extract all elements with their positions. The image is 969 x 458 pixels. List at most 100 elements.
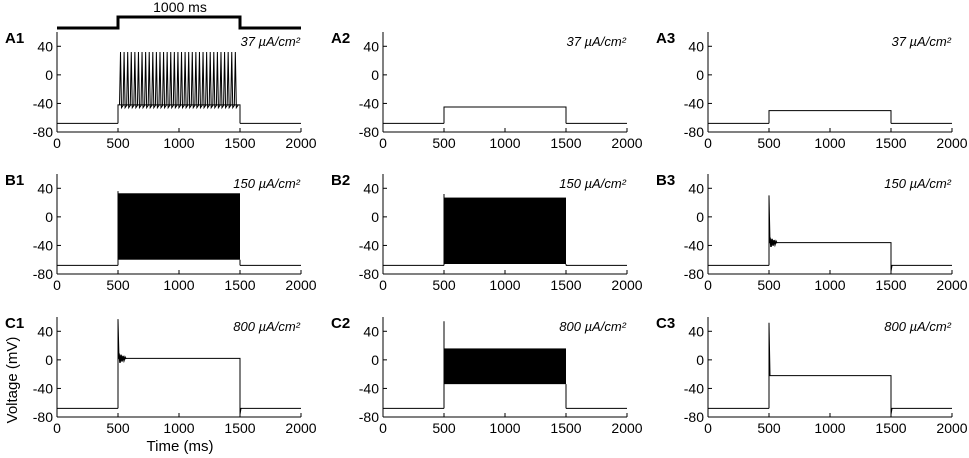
y-tick-label: -40 — [33, 380, 53, 396]
action-potential — [122, 51, 128, 110]
y-tick-label: 40 — [688, 180, 704, 196]
action-potential — [169, 51, 175, 110]
x-tick-label: 1500 — [550, 420, 581, 436]
panel-label: A1 — [5, 30, 24, 47]
panel-label: A3 — [656, 30, 675, 47]
y-tick-label: 0 — [696, 67, 704, 83]
panel-label: C3 — [656, 315, 675, 332]
action-potential — [233, 51, 239, 110]
x-tick-label: 2000 — [936, 135, 967, 151]
x-tick-label: 1500 — [550, 135, 581, 151]
x-axis-label: Time (ms) — [147, 438, 214, 455]
x-tick-label: 2000 — [936, 420, 967, 436]
x-tick-label: 1000 — [489, 277, 520, 293]
action-potential — [140, 51, 146, 110]
panel-label: B3 — [656, 172, 675, 189]
x-tick-label: 0 — [379, 277, 387, 293]
membrane-trace — [768, 110, 892, 124]
y-tick-label: 0 — [371, 67, 379, 83]
x-tick-label: 2000 — [285, 135, 316, 151]
y-tick-label: 40 — [37, 38, 53, 54]
stimulus-indicator: 1000 ms — [57, 0, 301, 30]
action-potential — [176, 51, 182, 110]
action-potential — [197, 51, 203, 110]
x-tick-label: 0 — [704, 277, 712, 293]
x-tick-label: 1500 — [224, 277, 255, 293]
y-tick-label: 40 — [363, 38, 379, 54]
x-tick-label: 500 — [432, 277, 456, 293]
y-tick-label: -40 — [359, 237, 379, 253]
current-density-label: 150 µA/cm² — [233, 176, 300, 191]
y-tick-label: -40 — [33, 237, 53, 253]
action-potential — [180, 51, 185, 110]
current-density-label: 37 µA/cm² — [566, 34, 626, 49]
onset-ringing — [769, 237, 778, 248]
x-tick-label: 1000 — [489, 135, 520, 151]
x-tick-label: 500 — [757, 420, 781, 436]
stimulus-duration-label: 1000 ms — [153, 0, 207, 15]
x-tick-label: 0 — [379, 420, 387, 436]
x-tick-label: 0 — [53, 420, 61, 436]
spike-train-band — [118, 193, 240, 260]
y-tick-label: -80 — [684, 409, 704, 425]
action-potential — [201, 51, 207, 110]
y-tick-label: 0 — [696, 352, 704, 368]
action-potential — [219, 51, 225, 110]
x-tick-label: 500 — [757, 135, 781, 151]
x-tick-label: 2000 — [285, 420, 316, 436]
stimulus-protocol-line — [57, 15, 301, 30]
action-potential — [212, 51, 218, 110]
current-density-label: 800 µA/cm² — [884, 319, 951, 334]
y-tick-label: 0 — [371, 209, 379, 225]
action-potential — [147, 51, 153, 110]
panel-label: B2 — [331, 172, 350, 189]
spike-train-band — [444, 348, 566, 385]
x-tick-label: 2000 — [936, 277, 967, 293]
action-potential — [158, 51, 164, 110]
action-potential — [190, 51, 196, 110]
x-tick-label: 1500 — [550, 277, 581, 293]
current-density-label: 37 µA/cm² — [891, 34, 951, 49]
x-tick-label: 2000 — [611, 135, 642, 151]
x-tick-label: 1000 — [814, 135, 845, 151]
y-tick-label: 0 — [371, 352, 379, 368]
x-tick-label: 0 — [53, 277, 61, 293]
y-tick-label: -40 — [684, 95, 704, 111]
y-tick-label: 40 — [363, 180, 379, 196]
action-potential — [172, 51, 178, 110]
y-tick-label: 40 — [688, 323, 704, 339]
x-tick-label: 1000 — [814, 277, 845, 293]
action-potential — [126, 51, 132, 110]
panel-label: C1 — [5, 315, 24, 332]
membrane-trace — [443, 106, 567, 124]
y-tick-label: -80 — [359, 124, 379, 140]
y-tick-label: 0 — [696, 209, 704, 225]
x-tick-label: 1000 — [814, 420, 845, 436]
x-tick-label: 1500 — [875, 277, 906, 293]
y-tick-label: 0 — [45, 209, 53, 225]
y-tick-label: -40 — [33, 95, 53, 111]
action-potential — [183, 51, 189, 110]
action-potential — [194, 51, 200, 110]
x-tick-label: 0 — [704, 135, 712, 151]
x-tick-label: 500 — [106, 135, 130, 151]
action-potential — [205, 51, 211, 110]
onset-ringing — [118, 353, 127, 364]
y-tick-label: 40 — [363, 323, 379, 339]
x-tick-label: 1500 — [224, 420, 255, 436]
action-potential — [208, 51, 214, 110]
action-potential — [129, 51, 135, 110]
current-density-label: 150 µA/cm² — [884, 176, 951, 191]
action-potential — [187, 51, 193, 110]
y-tick-label: -80 — [359, 409, 379, 425]
x-tick-label: 1500 — [224, 135, 255, 151]
current-density-label: 800 µA/cm² — [233, 319, 300, 334]
action-potential — [223, 51, 228, 110]
panel-label: B1 — [5, 172, 24, 189]
